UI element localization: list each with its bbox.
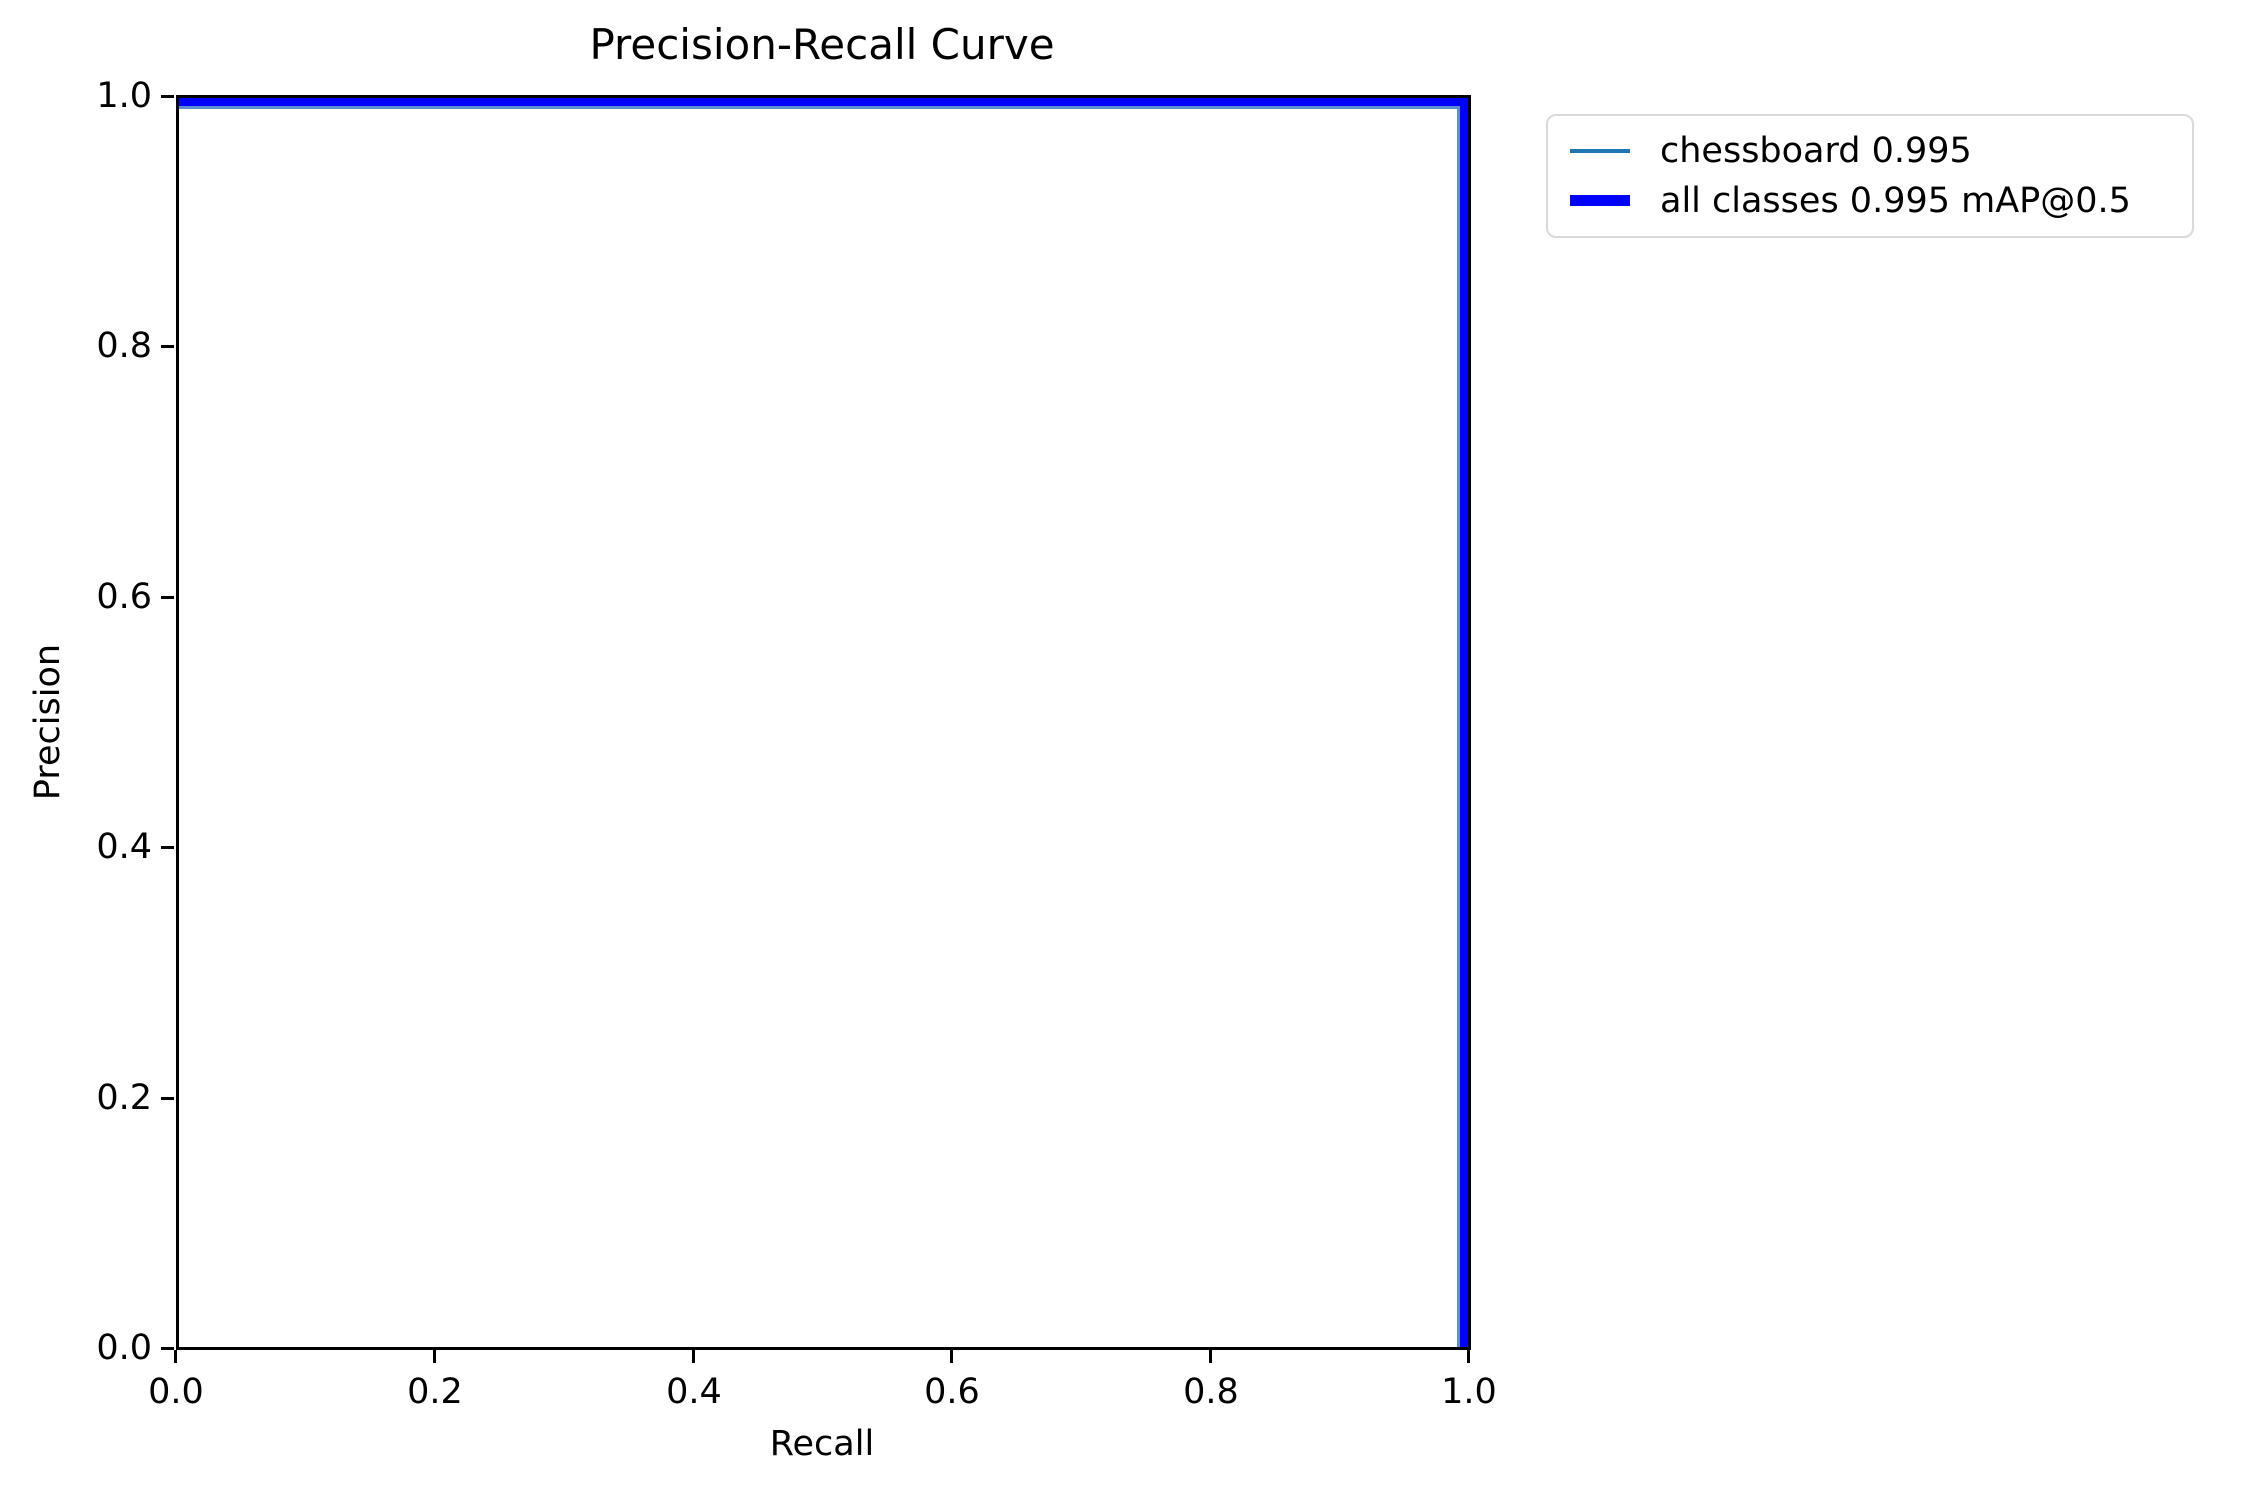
y-tick-0.2 [161,1097,174,1100]
x-tick-label-0.8: 0.8 [1183,1372,1239,1412]
chessboard-line-sample [1570,149,1630,154]
chessboard-curve-drop-segment [1457,109,1460,1347]
x-tick-1.0 [1467,1350,1470,1363]
x-tick-label-0.4: 0.4 [666,1372,722,1412]
x-tick-0.4 [692,1350,695,1363]
chart-title: Precision-Recall Curve [589,20,1055,69]
y-tick-0.0 [161,1347,174,1350]
all-classes-line-sample [1570,195,1630,207]
x-tick-0.2 [433,1350,436,1363]
y-tick-label-0.4: 0.4 [96,827,152,867]
y-tick-label-0.2: 0.2 [96,1078,152,1118]
x-tick-0.8 [1209,1350,1212,1363]
y-tick-0.8 [161,345,174,348]
legend-entry-all-classes: all classes 0.995 mAP@0.5 [1570,181,2170,221]
plot-area [176,95,1471,1350]
x-tick-0.0 [174,1350,177,1363]
legend-entry-chessboard: chessboard 0.995 [1570,131,2170,171]
legend-label-chessboard: chessboard 0.995 [1660,131,1972,172]
y-tick-label-0.0: 0.0 [96,1328,152,1368]
x-tick-label-0.2: 0.2 [407,1372,463,1412]
all-classes-curve-drop-segment [1460,98,1468,1347]
x-tick-label-1.0: 1.0 [1441,1372,1497,1412]
chessboard-curve-top-segment [179,106,1468,109]
y-tick-label-0.6: 0.6 [96,577,152,617]
y-tick-1.0 [161,95,174,98]
all-classes-curve-top-segment [179,98,1468,106]
y-tick-0.4 [161,846,174,849]
y-tick-label-1.0: 1.0 [96,76,152,116]
y-tick-label-0.8: 0.8 [96,326,152,366]
legend: chessboard 0.995 all classes 0.995 mAP@0… [1546,114,2194,238]
x-tick-label-0.0: 0.0 [148,1372,204,1412]
y-axis-label: Precision [28,643,68,801]
y-tick-0.6 [161,596,174,599]
x-tick-0.6 [950,1350,953,1363]
x-axis-label: Recall [769,1424,875,1464]
legend-label-all-classes: all classes 0.995 mAP@0.5 [1660,180,2131,221]
x-tick-label-0.6: 0.6 [924,1372,980,1412]
